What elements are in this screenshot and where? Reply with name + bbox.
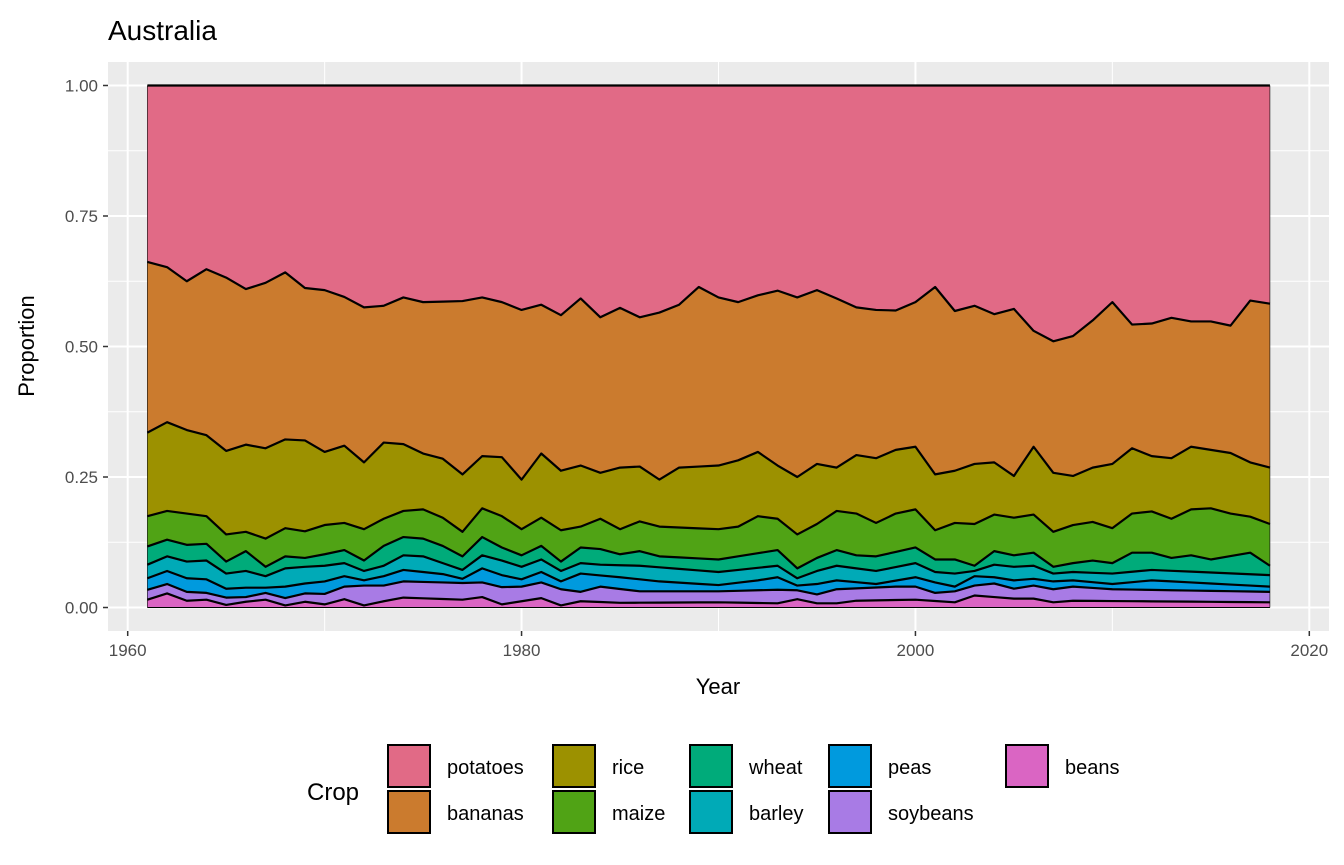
line-peas bbox=[147, 567, 1270, 590]
legend-title: Crop bbox=[307, 779, 359, 806]
line-wheat bbox=[147, 535, 1271, 570]
area-potatoes bbox=[147, 85, 1270, 342]
legend-key-potatoes bbox=[387, 744, 431, 788]
chart-title: Australia bbox=[108, 15, 217, 46]
legend-item-bananas: bananas bbox=[387, 790, 524, 834]
x-tick-label: 2020 bbox=[1290, 641, 1328, 660]
legend-key-wheat bbox=[689, 744, 733, 788]
area-peas bbox=[147, 568, 1270, 599]
legend-item-potatoes: potatoes bbox=[387, 744, 524, 788]
legend-label-maize: maize bbox=[612, 803, 665, 825]
x-axis-title: Year bbox=[696, 674, 740, 699]
legend-label-rice: rice bbox=[612, 757, 644, 779]
y-tick-label: 1.00 bbox=[65, 76, 98, 95]
y-axis-title: Proportion bbox=[14, 295, 39, 397]
legend-item-barley: barley bbox=[689, 790, 803, 834]
legend-label-potatoes: potatoes bbox=[447, 757, 524, 779]
line-rice bbox=[146, 421, 1271, 481]
line-maize bbox=[147, 507, 1271, 540]
area-bananas bbox=[147, 261, 1270, 480]
legend-label-soybeans: soybeans bbox=[888, 803, 974, 825]
y-axis: 0.00 0.25 0.50 0.75 1.00 bbox=[65, 76, 108, 618]
y-tick-label: 0.25 bbox=[65, 468, 98, 487]
y-tick-label: 0.75 bbox=[65, 207, 98, 226]
line-beans bbox=[147, 592, 1270, 607]
y-tick-label: 0.50 bbox=[65, 338, 98, 357]
area-layer bbox=[147, 85, 1270, 608]
area-rice bbox=[147, 422, 1270, 539]
line-soybeans bbox=[147, 580, 1270, 600]
line-bananas bbox=[147, 260, 1271, 343]
legend-item-wheat: wheat bbox=[689, 744, 803, 788]
legend-label-beans: beans bbox=[1065, 757, 1120, 779]
y-tick-label: 0.00 bbox=[65, 599, 98, 618]
legend-item-soybeans: soybeans bbox=[828, 790, 974, 834]
area-wheat bbox=[147, 537, 1270, 579]
boundary-lines bbox=[146, 84, 1271, 609]
legend-label-barley: barley bbox=[749, 803, 803, 825]
legend: Crop potatoes bananas rice maize wheat barley… bbox=[307, 744, 1120, 834]
legend-key-soybeans bbox=[828, 790, 872, 834]
x-tick-label: 1980 bbox=[503, 641, 541, 660]
x-tick-label: 1960 bbox=[109, 641, 147, 660]
legend-label-wheat: wheat bbox=[748, 757, 803, 779]
legend-label-peas: peas bbox=[888, 757, 931, 779]
x-axis: 1960 1980 2000 2020 bbox=[109, 631, 1328, 660]
legend-key-maize bbox=[552, 790, 596, 834]
legend-key-peas bbox=[828, 744, 872, 788]
legend-key-barley bbox=[689, 790, 733, 834]
legend-item-rice: rice bbox=[552, 744, 644, 788]
legend-key-bananas bbox=[387, 790, 431, 834]
legend-label-bananas: bananas bbox=[447, 803, 524, 825]
legend-item-beans: beans bbox=[1005, 744, 1120, 788]
legend-key-beans bbox=[1005, 744, 1049, 788]
area-maize bbox=[147, 508, 1270, 569]
line-barley bbox=[146, 554, 1270, 580]
area-soybeans bbox=[147, 581, 1270, 606]
legend-item-peas: peas bbox=[828, 744, 931, 788]
x-tick-label: 2000 bbox=[897, 641, 935, 660]
legend-key-rice bbox=[552, 744, 596, 788]
legend-item-maize: maize bbox=[552, 790, 665, 834]
